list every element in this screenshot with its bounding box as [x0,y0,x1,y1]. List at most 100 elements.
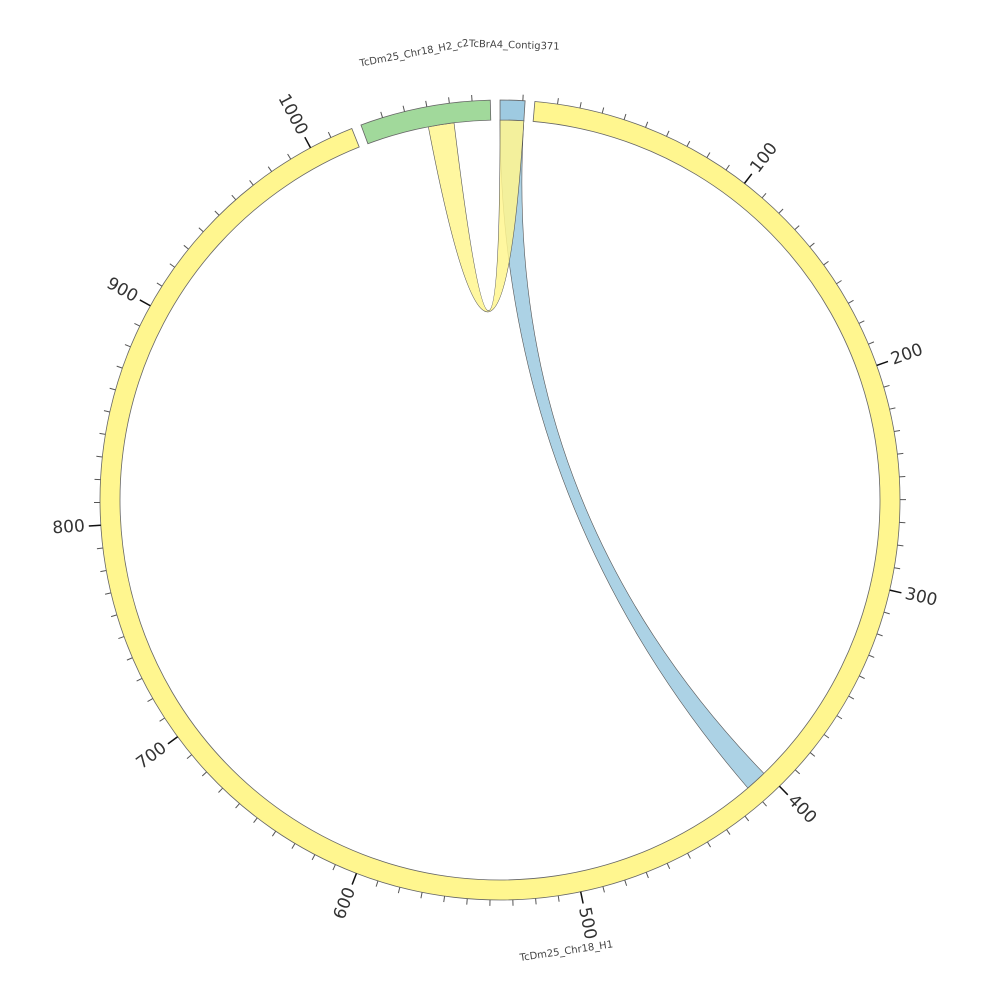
minor-tick [809,242,815,248]
minor-tick [218,787,223,793]
minor-tick [249,180,254,186]
minor-tick [100,570,107,573]
link [499,119,765,789]
major-tick [889,589,902,594]
major-tick [88,524,101,527]
ring: 100 200 300 400 500 600 700 800 900 1000 TcDm25_Ch… [52,38,939,964]
minor-tick [876,633,883,637]
major-tick [351,873,358,885]
minor-tick [623,113,627,120]
links [427,119,765,789]
minor-tick [823,261,829,266]
tick-label: 900 [103,274,141,307]
minor-tick [147,698,154,702]
minor-tick [868,654,875,658]
minor-tick [291,843,296,849]
minor-tick [253,817,258,823]
segment [360,99,492,145]
minor-tick [725,164,730,171]
minor-tick [402,105,406,112]
minor-tick [535,898,537,905]
major-tick [579,891,584,904]
segment-label: TcDm25_Chr18_H2_c2 [358,38,470,70]
minor-tick [883,384,890,388]
tick-label: 700 [133,738,171,773]
minor-tick [116,365,123,369]
minor-tick [271,830,277,837]
major-tick [743,173,753,184]
minor-tick [118,636,125,640]
minor-tick [186,754,192,759]
minor-tick [848,695,855,700]
minor-tick [327,131,332,138]
minor-tick [823,734,830,739]
minor-tick [726,829,731,835]
minor-tick [645,872,649,879]
tick-label: 500 [574,905,600,941]
minor-tick [836,715,843,720]
minor-tick [666,863,671,870]
minor-tick [420,892,423,899]
minor-tick [894,430,901,433]
minor-tick [425,100,428,107]
tick-label: 200 [888,340,925,370]
minor-tick [897,544,904,547]
minor-tick [267,166,273,172]
minor-tick [103,410,110,413]
minor-tick [109,387,116,391]
minor-tick [645,121,649,128]
minor-tick [706,152,711,158]
minor-tick [201,771,207,777]
minor-tick [761,192,767,199]
minor-tick [96,455,103,458]
minor-tick [104,592,112,595]
minor-tick [778,208,784,214]
minor-tick [809,752,816,757]
minor-tick [557,895,560,902]
minor-tick [624,879,628,886]
minor-tick [707,841,712,848]
minor-tick [868,341,875,345]
minor-tick [183,244,189,250]
major-tick [139,299,151,307]
minor-tick [380,111,384,118]
tick-label: 300 [903,584,939,611]
minor-tick [169,263,175,268]
major-tick [167,736,179,745]
tick-label: 600 [330,885,360,922]
minor-tick [332,864,336,871]
minor-tick [858,320,865,324]
minor-tick [897,452,904,455]
minor-tick [744,815,750,822]
minor-tick [794,225,800,230]
major-tick [778,785,789,796]
minor-tick [448,97,450,104]
minor-tick [687,853,691,859]
minor-tick [894,567,901,570]
minor-tick [99,432,106,435]
minor-tick [159,717,165,722]
minor-tick [287,153,292,160]
link [427,119,525,313]
minor-tick [762,801,767,807]
major-tick [304,136,312,149]
minor-tick [375,880,379,887]
minor-tick [156,282,163,287]
minor-tick [836,280,842,285]
minor-tick [794,769,801,775]
minor-tick [848,299,854,304]
minor-tick [124,344,131,348]
segment-label: TcBrA4_Contig371 [468,39,560,53]
minor-tick [602,886,605,893]
minor-tick [883,611,890,615]
minor-tick [136,677,143,682]
minor-tick [311,854,316,861]
tick-label: 100 [746,139,782,177]
minor-tick [859,675,865,679]
segment-label: TcDm25_Chr18_H1 [518,939,614,964]
minor-tick [601,107,605,114]
minor-tick [686,140,691,147]
minor-tick [126,657,133,661]
